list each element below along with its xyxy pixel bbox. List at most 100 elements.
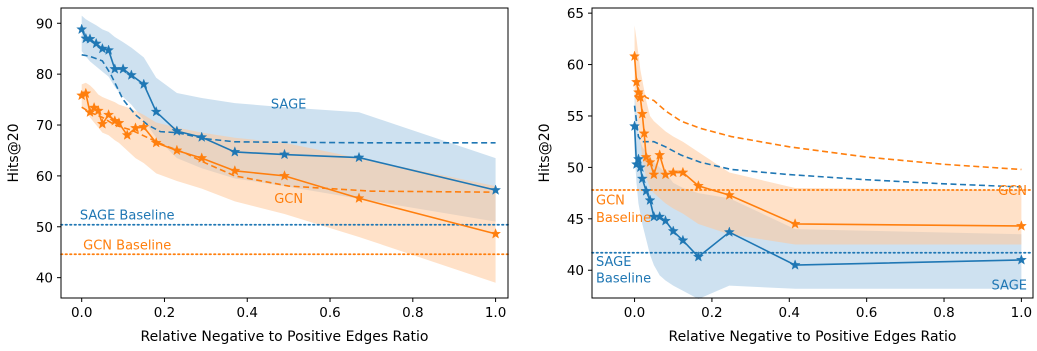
annotation-label: GCN [998, 184, 1027, 199]
data-point-gcn [353, 192, 365, 203]
x-tick-label: 0.2 [154, 305, 175, 321]
dashed-line-sage [81, 54, 496, 144]
confidence-band-sage [634, 90, 1022, 300]
x-tick-label: 1.0 [1011, 305, 1032, 321]
data-point-sage [84, 33, 96, 44]
data-point-gcn [634, 91, 646, 103]
data-point-gcn [632, 86, 644, 97]
y-tick-label: 50 [567, 160, 584, 176]
data-point-sage [677, 234, 689, 246]
x-tick-label: 0.6 [319, 305, 340, 321]
data-point-gcn [648, 168, 660, 180]
data-point-gcn [630, 76, 642, 87]
annotation-label: Baseline [596, 271, 651, 286]
data-point-sage [634, 161, 646, 173]
data-point-gcn [103, 109, 115, 120]
data-point-gcn [692, 180, 704, 191]
y-tick-label: 55 [567, 109, 584, 125]
y-axis-label: Hits@20 [537, 123, 553, 182]
chart-panel-1: 0.0 0.2 0.4 0.6 0.8 1.0 40 50 60 70 80 90 Relative N… [6, 7, 509, 345]
data-point-gcn [789, 218, 801, 229]
x-tick-label: 0.4 [237, 305, 258, 321]
data-point-sage [196, 131, 208, 142]
data-point-gcn [279, 170, 290, 181]
data-point-sage [279, 148, 290, 160]
data-point-gcn [121, 129, 133, 140]
x-tick-label: 0.8 [402, 305, 423, 321]
data-point-gcn [1015, 220, 1027, 231]
data-point-sage [636, 172, 648, 184]
y-tick-label: 60 [36, 169, 53, 185]
data-point-gcn [629, 50, 641, 62]
data-point-sage [171, 125, 183, 136]
data-point-gcn [96, 118, 108, 129]
data-point-sage [1015, 254, 1027, 265]
annotation-label: SAGE [992, 279, 1027, 294]
data-point-sage [117, 63, 129, 74]
data-point-gcn [150, 137, 162, 148]
data-point-sage [353, 151, 365, 163]
data-point-gcn [723, 189, 735, 200]
data-point-gcn [80, 87, 92, 99]
data-point-sage [692, 251, 704, 262]
data-point-sage [629, 120, 641, 131]
annotation-label: SAGE [596, 255, 631, 270]
data-point-gcn [130, 122, 141, 133]
annotation-label: GCN [596, 193, 625, 208]
data-point-gcn [196, 152, 208, 163]
data-point-gcn [644, 156, 656, 167]
data-point-sage [90, 37, 102, 49]
y-tick-label: 65 [567, 6, 584, 22]
data-point-sage [723, 226, 735, 237]
x-tick-label: 0.2 [701, 305, 722, 321]
y-tick-label: 70 [36, 118, 53, 134]
data-point-gcn [490, 228, 502, 239]
data-point-sage [138, 78, 150, 89]
data-point-gcn [654, 149, 666, 160]
data-point-sage [229, 146, 241, 157]
x-tick-label: 0.0 [624, 305, 645, 321]
x-axis-label: Relative Negative to Positive Edges Rati… [668, 329, 956, 345]
y-tick-label: 45 [567, 212, 584, 228]
data-point-sage [150, 106, 162, 117]
data-point-gcn [138, 121, 150, 132]
data-point-sage [640, 185, 652, 196]
annotation-label: GCN [274, 192, 303, 207]
data-point-sage [632, 153, 644, 164]
data-point-sage [660, 215, 671, 226]
y-axis-label: Hits@20 [6, 123, 22, 182]
x-tick-label: 0.4 [779, 305, 800, 321]
confidence-band-gcn [634, 25, 1022, 245]
x-tick-label: 0.8 [933, 305, 954, 321]
dashed-line-sage [633, 105, 1022, 188]
data-point-gcn [667, 166, 679, 178]
data-point-gcn [171, 144, 183, 156]
x-tick-label: 0.0 [71, 305, 92, 321]
data-point-sage [490, 184, 502, 195]
data-point-sage [96, 42, 108, 54]
data-point-gcn [113, 117, 125, 128]
data-point-gcn [640, 151, 652, 162]
data-point-sage [789, 259, 801, 270]
data-point-sage [654, 210, 666, 222]
chart-panel-2: 0.0 0.2 0.4 0.6 0.8 1.0 40 45 50 55 60 65 Relative N… [537, 6, 1034, 345]
data-point-sage [125, 69, 137, 80]
y-tick-label: 50 [36, 220, 53, 236]
y-tick-label: 80 [36, 67, 53, 83]
data-point-gcn [660, 168, 671, 180]
annotation-label: SAGE Baseline [80, 209, 175, 224]
data-point-gcn [92, 104, 104, 116]
data-point-gcn [229, 165, 241, 176]
annotation-label: GCN Baseline [83, 239, 171, 254]
data-point-sage [667, 225, 679, 236]
x-axis-label: Relative Negative to Positive Edges Rati… [140, 329, 428, 345]
x-tick-label: 0.6 [856, 305, 877, 321]
data-point-gcn [84, 106, 96, 117]
data-point-sage [103, 44, 115, 55]
data-point-gcn [638, 127, 650, 139]
annotation-label: Baseline [596, 211, 651, 226]
data-point-sage [76, 23, 88, 35]
data-point-gcn [636, 108, 648, 119]
